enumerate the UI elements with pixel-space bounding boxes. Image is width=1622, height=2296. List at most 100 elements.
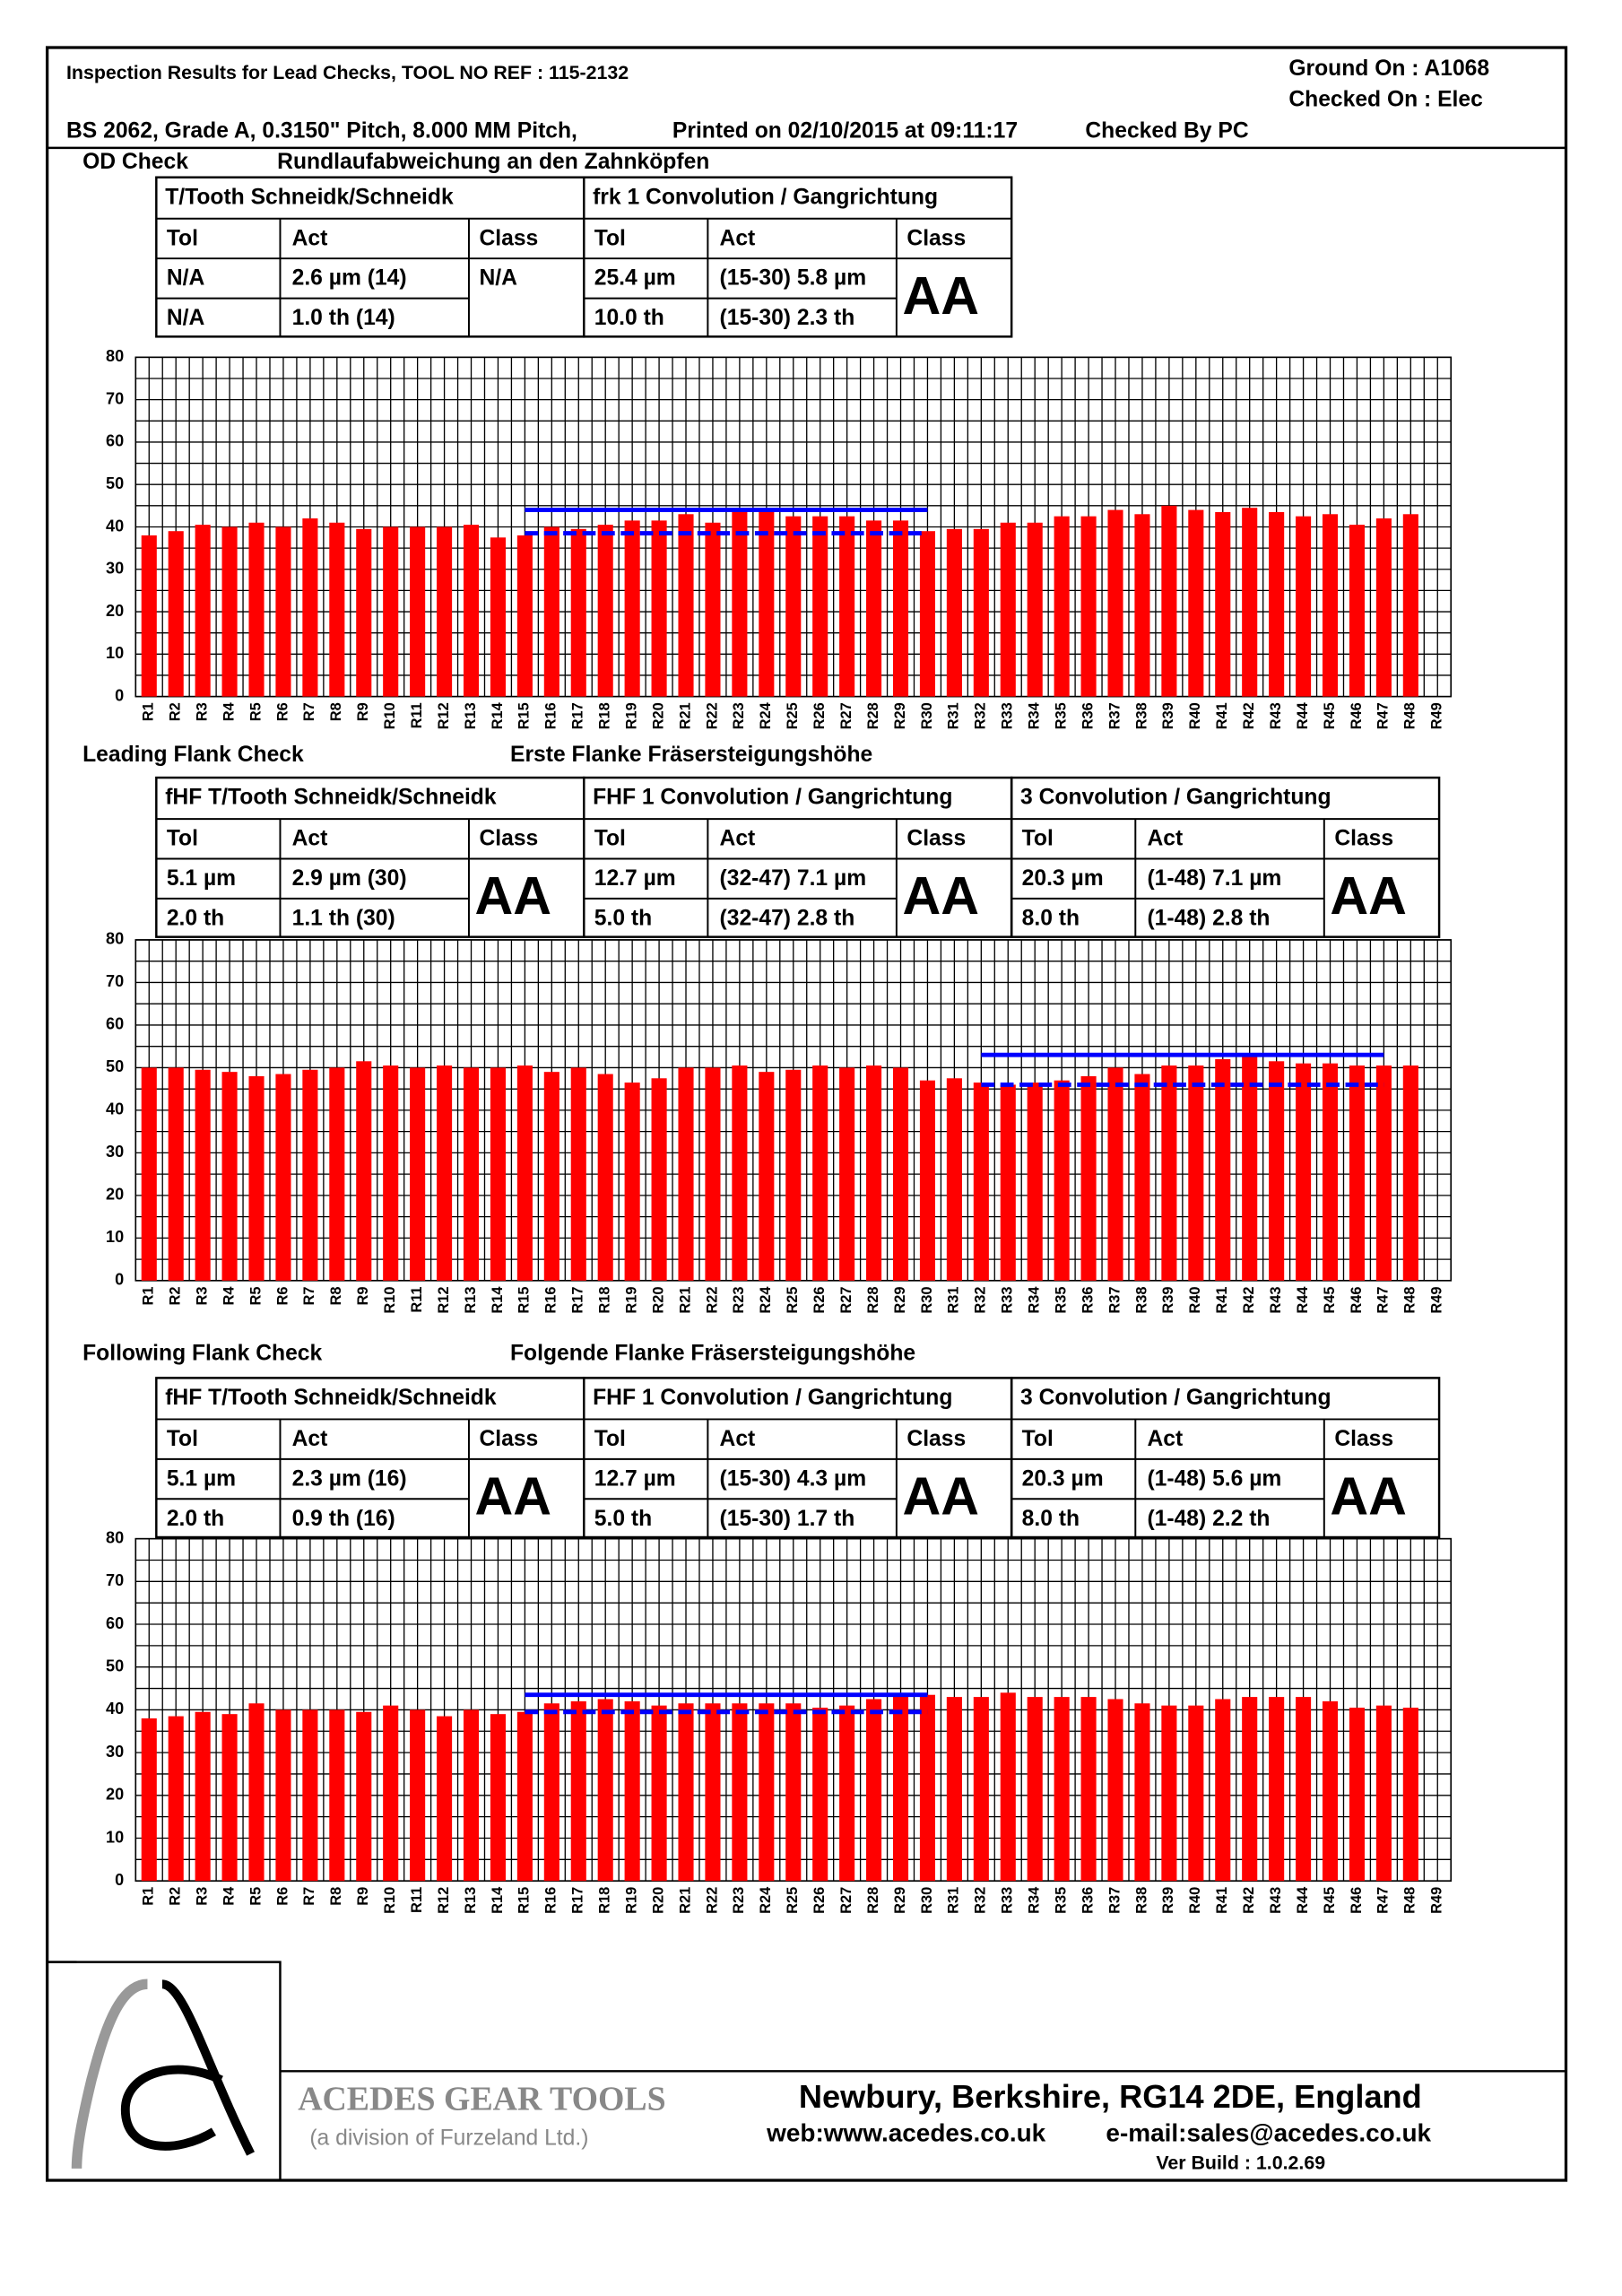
x-tick-label: R18: [597, 1887, 613, 1914]
y-tick-label: 10: [106, 1228, 124, 1246]
bar: [892, 1694, 909, 1882]
page-border: [45, 46, 1568, 2182]
x-tick-label: R34: [1027, 1286, 1043, 1314]
x-tick-label: R4: [221, 701, 237, 721]
table-cell: (32-47) 7.1 µm: [720, 866, 867, 891]
bar: [168, 531, 184, 697]
x-tick-label: R26: [811, 1286, 828, 1313]
table-cell: 12.7 µm: [594, 866, 676, 891]
bar: [356, 1061, 372, 1281]
x-tick-label: R4: [221, 1886, 237, 1906]
x-tick-label: R49: [1429, 1286, 1445, 1313]
table-cell: 20.3 µm: [1022, 1466, 1104, 1491]
x-tick-label: R15: [516, 1286, 533, 1313]
table-heading: T/Tooth Schneidk/Schneidk: [165, 185, 454, 209]
class-value: AA: [902, 1466, 979, 1526]
column-header: Tol: [167, 827, 198, 851]
x-tick-label: R46: [1349, 702, 1365, 729]
bar: [1134, 1703, 1150, 1882]
x-tick-label: R11: [409, 1286, 425, 1312]
x-tick-label: R42: [1241, 1286, 1257, 1313]
bar: [1134, 1074, 1150, 1281]
y-tick-label: 10: [106, 1828, 124, 1846]
bar: [1322, 514, 1339, 697]
bar: [705, 1703, 721, 1882]
x-tick-label: R18: [597, 1286, 613, 1313]
x-tick-label: R34: [1027, 701, 1043, 729]
bar: [1402, 514, 1418, 697]
bar: [892, 520, 909, 697]
bar: [383, 526, 399, 697]
logo-letter: [120, 1979, 255, 2156]
y-tick-label: 0: [115, 1271, 124, 1289]
column-header: Tol: [167, 226, 198, 250]
x-tick-label: R27: [838, 702, 854, 729]
bar: [463, 1709, 480, 1882]
bar: [1000, 1692, 1016, 1882]
table-cell: N/A: [167, 306, 205, 330]
table-cell: 12.7 µm: [594, 1466, 676, 1491]
table-cell: 2.3 µm (16): [292, 1466, 407, 1491]
x-tick-label: R27: [838, 1887, 854, 1914]
y-tick-label: 70: [106, 972, 124, 990]
x-tick-label: R8: [328, 702, 344, 721]
column-header: Act: [1147, 827, 1183, 851]
x-tick-label: R49: [1429, 1887, 1445, 1914]
bar: [1188, 1705, 1204, 1882]
bar: [1054, 1080, 1070, 1281]
table-cell: 2.9 µm (30): [292, 866, 407, 891]
x-tick-label: R15: [516, 702, 533, 729]
y-tick-label: 40: [106, 1100, 124, 1118]
x-tick-label: R13: [463, 1887, 479, 1914]
bar: [1188, 1065, 1204, 1281]
x-tick-label: R2: [168, 702, 184, 721]
bar: [410, 526, 426, 697]
table-group: [1010, 1377, 1441, 1539]
bar: [919, 531, 936, 697]
bar: [195, 1711, 211, 1882]
x-tick-label: R16: [543, 1887, 559, 1914]
bar: [248, 1075, 265, 1281]
table-cell: (15-30) 1.7 th: [720, 1507, 855, 1531]
y-tick-label: 20: [106, 1186, 124, 1204]
bar: [678, 514, 694, 697]
bar: [1296, 516, 1312, 697]
column-header: Act: [292, 827, 328, 851]
table-cell: (1-48) 2.8 th: [1147, 906, 1270, 930]
bar: [1080, 516, 1097, 697]
checked-by: Checked By PC: [1085, 118, 1248, 143]
company: ACEDES GEAR TOOLS: [298, 2081, 665, 2118]
bar: [570, 528, 586, 697]
x-tick-label: R19: [623, 1286, 639, 1313]
bar: [1107, 1067, 1123, 1281]
bar: [866, 1065, 882, 1281]
y-tick-label: 50: [106, 474, 124, 492]
table-group: [1010, 776, 1441, 938]
x-tick-label: R6: [274, 702, 291, 721]
bar: [973, 1697, 989, 1882]
x-tick-label: R19: [623, 702, 639, 729]
bar: [1349, 525, 1366, 697]
bar: [892, 1067, 909, 1281]
x-tick-label: R26: [811, 1887, 828, 1914]
column-header: Class: [906, 226, 966, 250]
x-tick-label: R28: [865, 1887, 881, 1914]
bar: [329, 1067, 345, 1281]
x-tick-label: R20: [650, 1286, 666, 1313]
x-tick-label: R17: [570, 702, 586, 729]
bar: [410, 1067, 426, 1281]
x-tick-label: R41: [1214, 1887, 1230, 1914]
bar: [168, 1716, 184, 1882]
x-tick-label: R24: [758, 1286, 774, 1314]
bar: [570, 1067, 586, 1281]
x-tick-label: R15: [516, 1887, 533, 1914]
table-cell: N/A: [167, 266, 205, 291]
y-tick-label: 70: [106, 1571, 124, 1589]
bar: [516, 535, 533, 697]
x-tick-label: R46: [1349, 1887, 1365, 1914]
table-cell: (1-48) 7.1 µm: [1147, 866, 1281, 891]
y-tick-label: 20: [106, 1786, 124, 1804]
x-tick-label: R4: [221, 1286, 237, 1306]
table-cell: 5.1 µm: [167, 866, 236, 891]
y-tick-label: 30: [106, 1743, 124, 1761]
